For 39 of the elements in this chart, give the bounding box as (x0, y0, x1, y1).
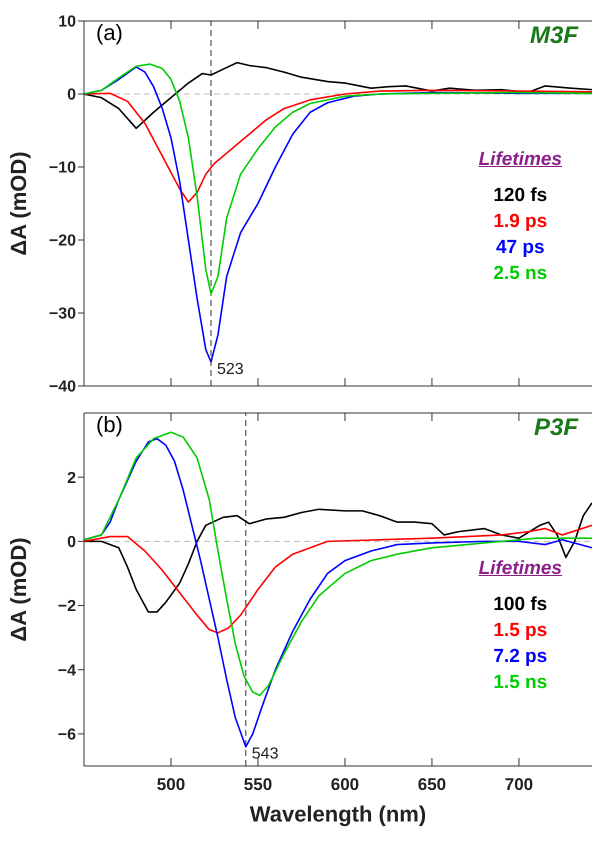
text: 1.5 ns (492, 670, 548, 695)
legend-title: Lifetimes (478, 558, 562, 580)
y-tick-label: −40 (48, 378, 76, 396)
line-series (84, 63, 592, 295)
text: 100 fs (492, 592, 548, 617)
annotation: (b) (96, 412, 123, 437)
y-tick-label: −30 (48, 306, 76, 323)
annotation: P3F (534, 414, 578, 441)
y-tick-label: 10 (58, 14, 76, 31)
y-axis-title: ΔA (mOD) (6, 151, 31, 256)
y-tick-label: 2 (67, 470, 76, 487)
y-tick-label: 0 (67, 534, 76, 552)
y-tick-label: −2 (58, 598, 76, 616)
text: 1.5 ps (492, 618, 548, 643)
line-series (84, 502, 592, 613)
annotation: 523 (217, 360, 244, 378)
x-tick-label: 600 (330, 775, 360, 794)
annotation: M3F (530, 22, 578, 49)
annotation: (a) (96, 20, 123, 45)
text: 1.9 ps (492, 210, 548, 234)
y-tick-label: −4 (58, 662, 76, 680)
y-tick-label: −6 (58, 726, 76, 744)
y-tick-label: −10 (48, 160, 76, 177)
annotation: 543 (252, 746, 279, 763)
line-series (84, 90, 592, 203)
text: 120 fs (492, 184, 548, 208)
y-tick-label: 0 (67, 86, 76, 104)
y-tick-label: −20 (48, 232, 76, 250)
x-tick-label: 650 (418, 775, 446, 794)
line-series (84, 62, 592, 130)
y-axis-title: ΔA (mOD) (6, 537, 31, 642)
text: 47 ps (494, 236, 546, 260)
text: 7.2 ps (492, 644, 548, 669)
x-tick-label: 500 (156, 775, 186, 794)
x-tick-label: 700 (504, 775, 534, 794)
legend-title: Lifetimes (478, 149, 562, 172)
x-tick-label: 550 (244, 775, 272, 794)
text: 2.5 ns (492, 262, 548, 286)
x-axis-title: Wavelength (nm) (250, 802, 426, 827)
